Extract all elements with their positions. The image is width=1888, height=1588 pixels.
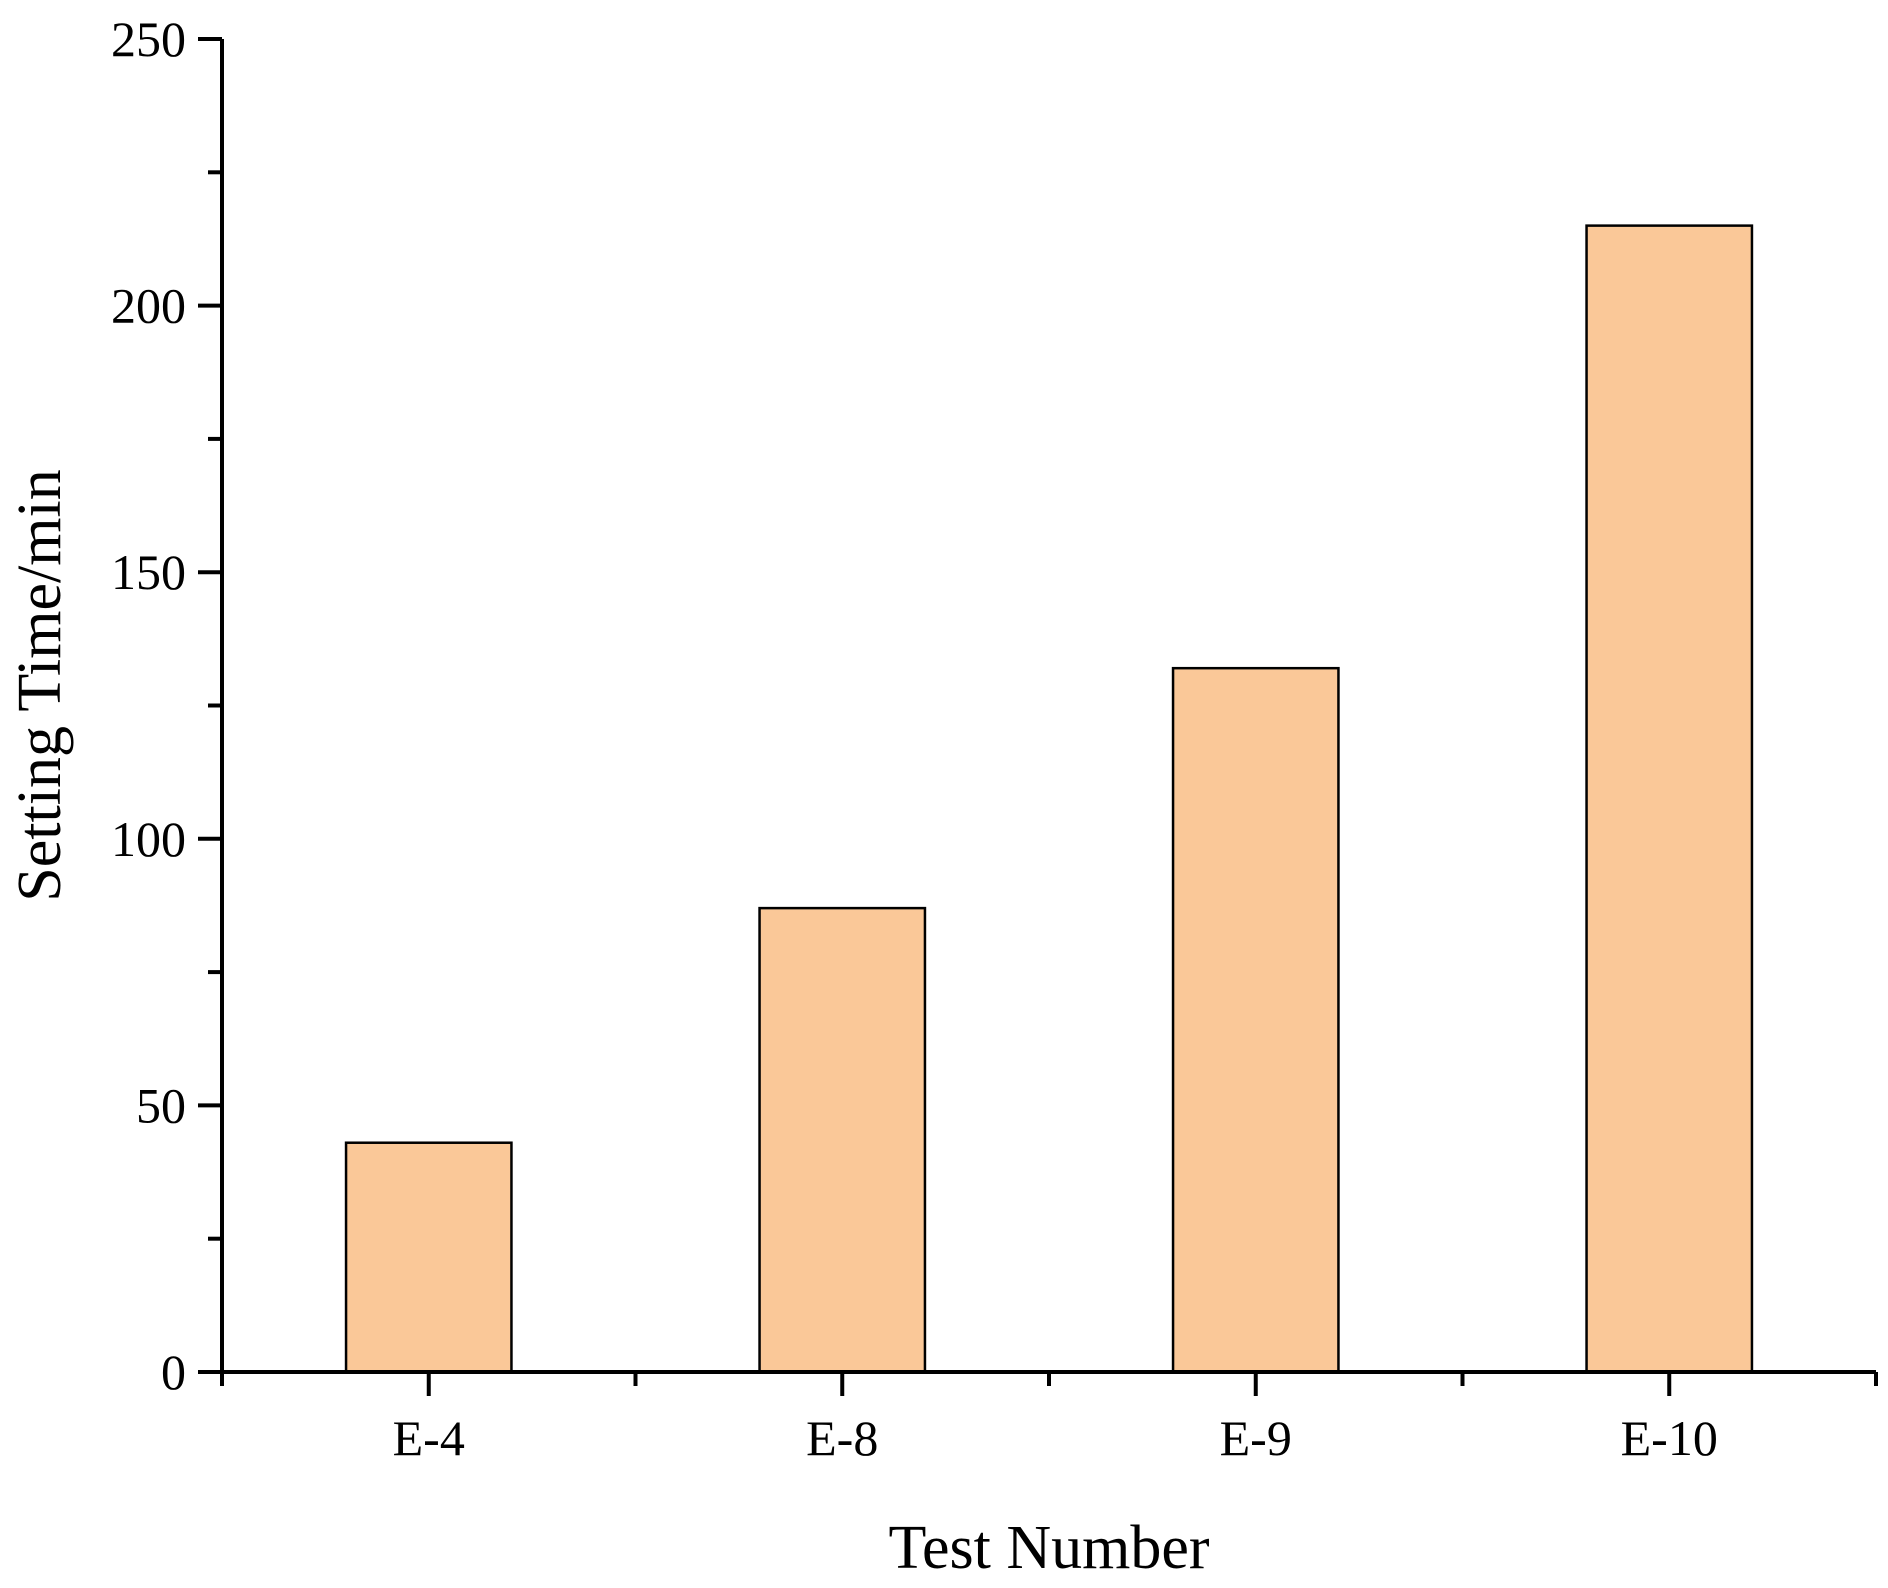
x-tick-label-e-8: E-8: [806, 1410, 878, 1466]
y-tick-label: 100: [111, 811, 186, 867]
y-tick-label: 50: [136, 1077, 186, 1133]
y-tick-label: 200: [111, 278, 186, 334]
bars-group: [344, 224, 1754, 1374]
x-tick-label-e-10: E-10: [1621, 1410, 1718, 1466]
x-tick-label-e-4: E-4: [393, 1410, 465, 1466]
x-ticks-group: E-4 E-8 E-9 E-10: [220, 1372, 1878, 1466]
bar-e-4: [344, 1141, 513, 1374]
x-axis-title: Test Number: [888, 1514, 1209, 1582]
bar-e-9: [1171, 666, 1340, 1374]
y-tick-label: 150: [111, 544, 186, 600]
y-tick-label: 0: [161, 1344, 186, 1400]
y-ticks-group: 0 50 100 150 200 250: [111, 11, 222, 1400]
x-tick-label-e-9: E-9: [1220, 1410, 1292, 1466]
y-axis-title: Setting Time/min: [6, 469, 74, 901]
bar-e-8: [758, 906, 927, 1374]
y-tick-label: 250: [111, 11, 186, 67]
bar-e-10: [1585, 224, 1754, 1374]
